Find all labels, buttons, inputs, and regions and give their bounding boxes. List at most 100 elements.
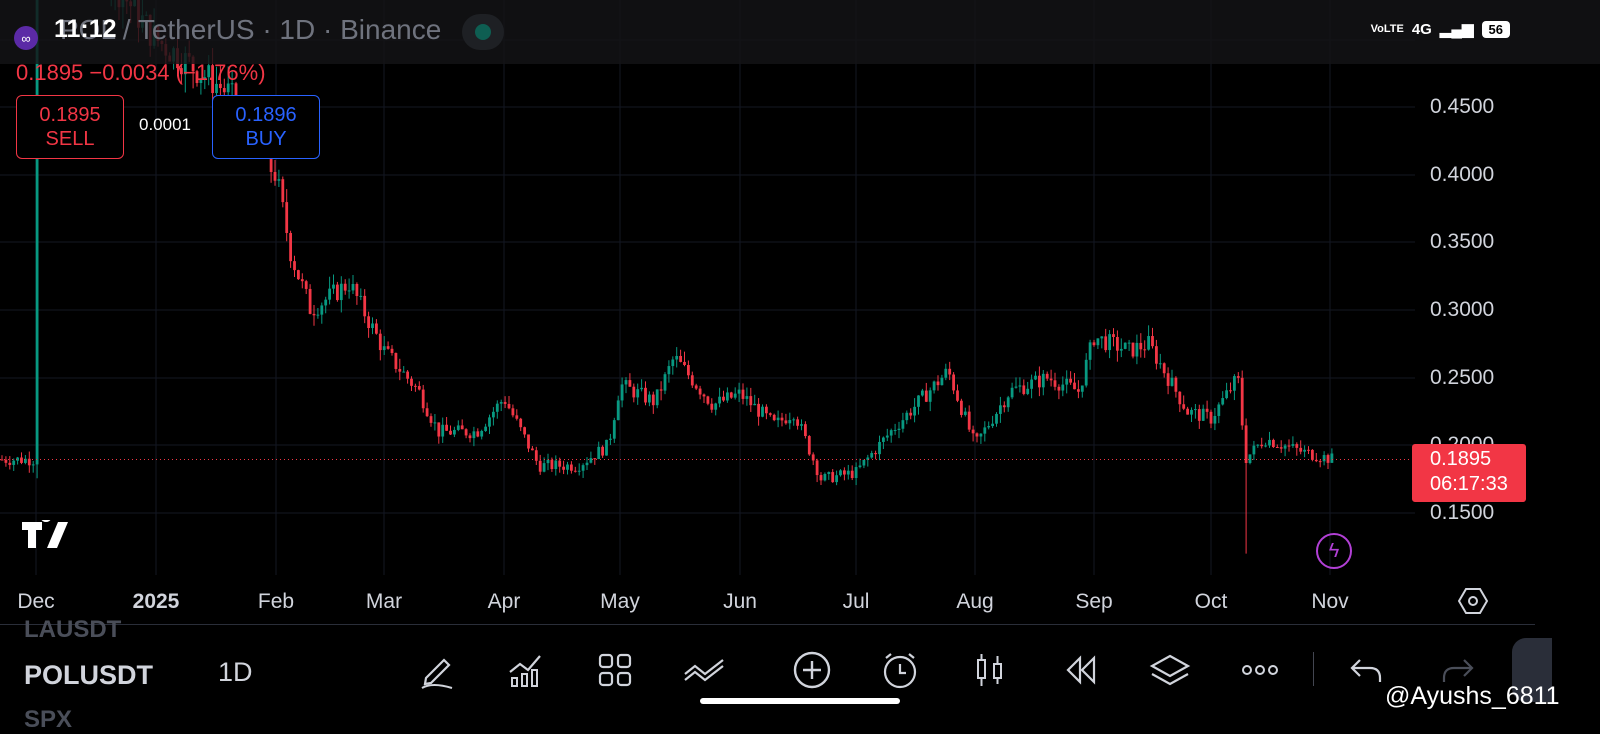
x-tick-label: May [600,590,640,613]
candle-body [827,472,831,475]
bottom-toolbar [0,624,1535,721]
x-tick-label: Jul [842,590,870,613]
candle-body [1275,447,1279,449]
compare-icon[interactable] [683,648,727,692]
candle-body [573,470,577,472]
undo-icon[interactable] [1344,648,1388,692]
candle-body [1026,388,1030,394]
current-symbol[interactable]: POLUSDT [24,660,154,690]
chart-settings-icon[interactable] [1457,587,1489,622]
prev-symbol[interactable]: LAUSDT [24,616,122,643]
more-icon[interactable] [1238,648,1282,692]
candle-body [8,462,12,465]
candle-body [987,426,991,428]
candle-body [776,417,780,421]
price-chart[interactable] [0,0,1600,620]
candle-body [468,435,472,439]
candle-body [394,353,398,369]
add-icon[interactable] [790,648,834,692]
candle-body [651,394,655,406]
candle-body [460,425,464,430]
candle-body [289,232,292,262]
candle-body [1061,384,1065,391]
candle-body [199,78,203,83]
candle-body [679,355,682,362]
buy-button[interactable]: 0.1896 BUY [212,95,320,159]
candle-body [913,406,916,416]
candle-body [991,423,994,427]
candle-body [792,419,796,421]
candle-body [577,470,581,472]
market-status-icon[interactable] [462,14,504,50]
candle-body [219,83,222,89]
layers-icon[interactable] [1148,648,1192,692]
candle-body [515,415,519,419]
candle-body [1303,449,1306,452]
candle-body [320,305,324,315]
candle-body [1131,342,1135,357]
candle-body [1287,445,1291,447]
candle-body [386,346,390,349]
candle-body [1057,386,1061,391]
side-panel-tab[interactable] [1512,638,1552,702]
alert-icon[interactable] [878,648,922,692]
candle-body [1197,409,1201,421]
home-indicator[interactable] [700,698,900,704]
candle-body [671,359,675,367]
lightning-icon[interactable]: ϟ [1316,533,1352,569]
candle-body [807,436,811,455]
candle-body [16,457,19,461]
candle-body [698,388,702,395]
candle-body [1022,385,1026,394]
candle-body [503,402,507,404]
candle-body [644,387,647,403]
indicators-icon[interactable] [504,648,548,692]
candle-body [729,392,733,398]
candle-body [367,316,370,329]
candle-body [1194,409,1197,411]
symbol-title[interactable]: POL / TetherUS · 1D · Binance [60,14,442,45]
candle-body [932,381,936,391]
candle-body [1217,404,1221,416]
candle-body [378,333,382,351]
candle-body [1053,380,1057,387]
candle-body [1065,378,1069,385]
candle-body [944,368,948,378]
layouts-icon[interactable] [593,648,637,692]
candle-body [1213,415,1217,424]
replay-icon[interactable] [1058,648,1102,692]
candle-body [897,428,901,430]
next-symbol[interactable]: SPX [24,706,73,733]
candle-body [995,413,998,424]
status-bar [0,0,1600,64]
candle-body [862,459,866,466]
candle-body [215,83,218,94]
sell-button[interactable]: 0.1895 SELL [16,95,124,159]
candle-body [1092,342,1096,346]
pencil-icon[interactable] [416,648,460,692]
candles-icon[interactable] [968,648,1012,692]
candle-body [445,424,448,431]
candle-body [1205,408,1209,412]
candle-body [546,459,550,464]
candle-body [975,433,979,437]
candle-body [4,459,8,463]
candle-body [203,77,207,79]
candle-body [706,396,710,404]
candle-body [967,411,971,430]
candle-body [1112,334,1115,338]
candle-body [1174,377,1178,392]
candle-body [480,430,484,437]
candle-body [874,453,877,455]
interval-selector[interactable]: 1D [218,657,253,687]
candle-body [433,422,437,424]
candle-body [375,323,378,334]
candle-body [1084,359,1088,386]
redo-icon[interactable] [1436,648,1480,692]
candle-body [1077,389,1080,392]
last-price: 0.1895 [1430,448,1492,470]
candle-body [655,389,659,406]
volte-icon: VoLTE [1370,23,1404,35]
candle-body [464,429,468,436]
candle-body [796,419,799,426]
